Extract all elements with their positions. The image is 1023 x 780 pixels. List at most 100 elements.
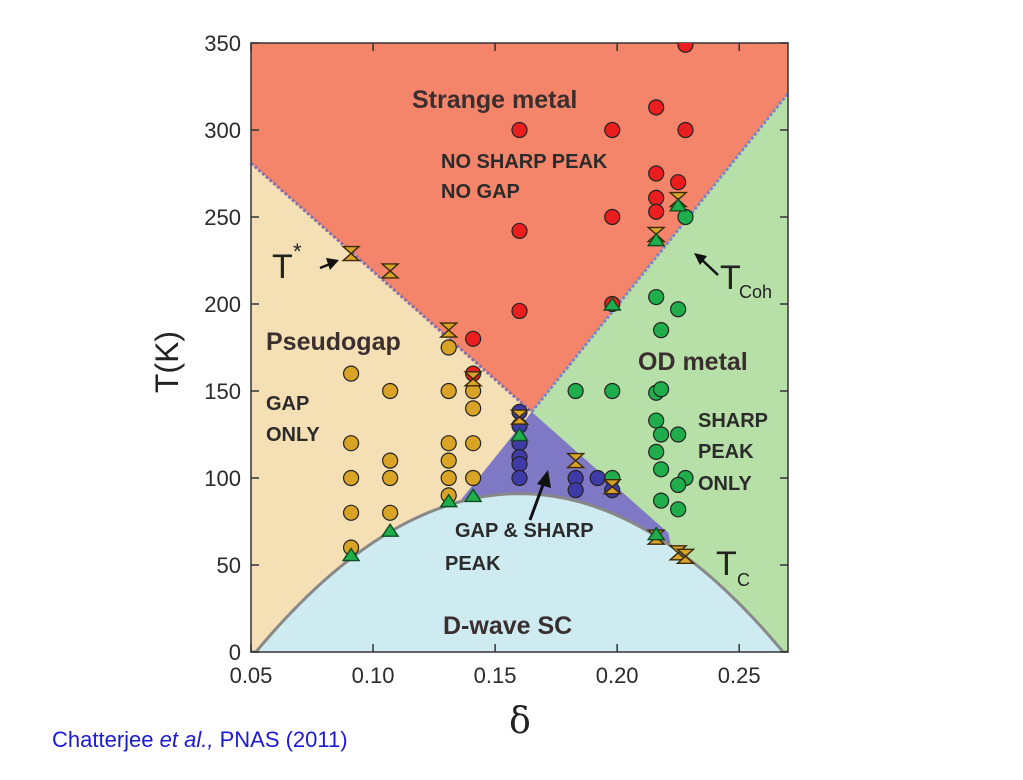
dwave-sc-label: D-wave SC [443, 612, 572, 640]
data-point [648, 288, 665, 306]
data-point [382, 382, 399, 400]
data-point [589, 469, 606, 487]
data-point [440, 469, 457, 487]
hourglass-marker [565, 452, 586, 469]
phase-boundaries [251, 92, 788, 652]
data-point [465, 469, 482, 487]
marker-points [341, 191, 696, 564]
data-point [465, 400, 482, 417]
tstar-arrow [319, 258, 339, 270]
tstar-label-main: T [272, 248, 293, 286]
dwave-region [251, 493, 788, 652]
strange-metal-note-1: NO SHARP PEAK [441, 151, 608, 173]
data-point [342, 504, 360, 521]
triangle-marker [668, 197, 688, 212]
gap-sharp-region [446, 411, 671, 546]
data-point [511, 302, 528, 320]
data-point [648, 443, 665, 460]
data-point [652, 322, 670, 339]
gap-sharp-arrow [528, 470, 551, 521]
data-point [670, 426, 687, 443]
data-point [440, 435, 457, 452]
x-axis-title: δ [509, 701, 531, 742]
data-point [670, 501, 687, 518]
tcoh-boundary [530, 92, 788, 413]
data-point [440, 452, 457, 469]
hourglass-marker [509, 409, 530, 425]
data-point [648, 99, 665, 116]
data-point [648, 203, 665, 220]
citation: Chatterjee et al., PNAS (2011) [52, 727, 348, 753]
data-point [652, 461, 670, 478]
hourglass-marker [438, 322, 459, 338]
gap-sharp-note-1: GAP & SHARP [455, 520, 594, 542]
y-tick-label: 300 [204, 118, 241, 143]
data-point [648, 189, 665, 206]
hourglass-marker [675, 548, 696, 564]
data-point [342, 435, 360, 452]
data-point [511, 469, 528, 487]
data-point [604, 121, 621, 139]
data-point [382, 452, 399, 469]
data-point [511, 121, 528, 139]
data-point [677, 121, 694, 139]
data-point [440, 339, 457, 356]
data-points [342, 43, 694, 556]
data-point [604, 208, 621, 226]
triangle-marker [602, 296, 622, 311]
data-point [382, 504, 399, 521]
tc-label-main: T [716, 545, 737, 583]
citation-journal: PNAS (2011) [219, 727, 348, 752]
data-point [511, 222, 528, 240]
y-axis-title: T(K) [149, 331, 185, 393]
y-tick-label: 100 [204, 466, 241, 491]
od-note-2: PEAK [698, 441, 754, 463]
x-tick-label: 0.25 [718, 663, 761, 688]
data-point [677, 43, 694, 53]
triangle-marker [463, 488, 483, 503]
y-tick-label: 0 [229, 640, 241, 665]
x-tick-label: 0.15 [474, 663, 517, 688]
od-note-3: ONLY [698, 473, 752, 495]
data-point [604, 382, 621, 400]
plot-frame [250, 42, 789, 653]
data-point [511, 455, 528, 473]
data-point [440, 382, 457, 400]
pseudogap-note-1: GAP [266, 393, 309, 415]
data-point [465, 330, 482, 347]
data-point [342, 469, 360, 487]
y-tick-label: 200 [204, 292, 241, 317]
triangle-marker [646, 232, 666, 247]
data-point [677, 208, 694, 226]
pseudogap-note-2: ONLY [266, 424, 320, 446]
hourglass-marker [341, 245, 361, 262]
pseudogap-label: Pseudogap [266, 328, 401, 356]
citation-etal: et al., [159, 727, 214, 752]
tcoh-arrow [694, 253, 719, 276]
tstar-label-sup: * [293, 239, 302, 264]
hourglass-marker [602, 479, 623, 495]
data-point [648, 412, 665, 429]
data-point [465, 435, 482, 452]
tc-dome-boundary [251, 492, 788, 652]
data-point [382, 469, 399, 487]
hourglass-marker [380, 263, 400, 279]
data-point [648, 165, 665, 182]
data-point [670, 301, 687, 318]
axis-ticks: 0.05 0.10 0.15 0.20 0.25 0 50 100 150 200 250 300 35… [204, 31, 788, 688]
y-tick-label: 50 [217, 553, 241, 578]
data-point [670, 476, 687, 494]
data-point [652, 426, 670, 443]
data-point [652, 492, 670, 509]
strange-metal-label: Strange metal [412, 86, 577, 114]
y-tick-label: 350 [204, 31, 241, 56]
tcoh-label-sub: Coh [739, 282, 772, 302]
od-metal-label: OD metal [638, 348, 748, 376]
data-point [670, 174, 687, 191]
triangle-marker [380, 522, 400, 537]
phase-regions [251, 43, 788, 652]
y-tick-label: 150 [204, 379, 241, 404]
tstar-boundary [251, 161, 533, 414]
citation-author: Chatterjee [52, 727, 154, 752]
